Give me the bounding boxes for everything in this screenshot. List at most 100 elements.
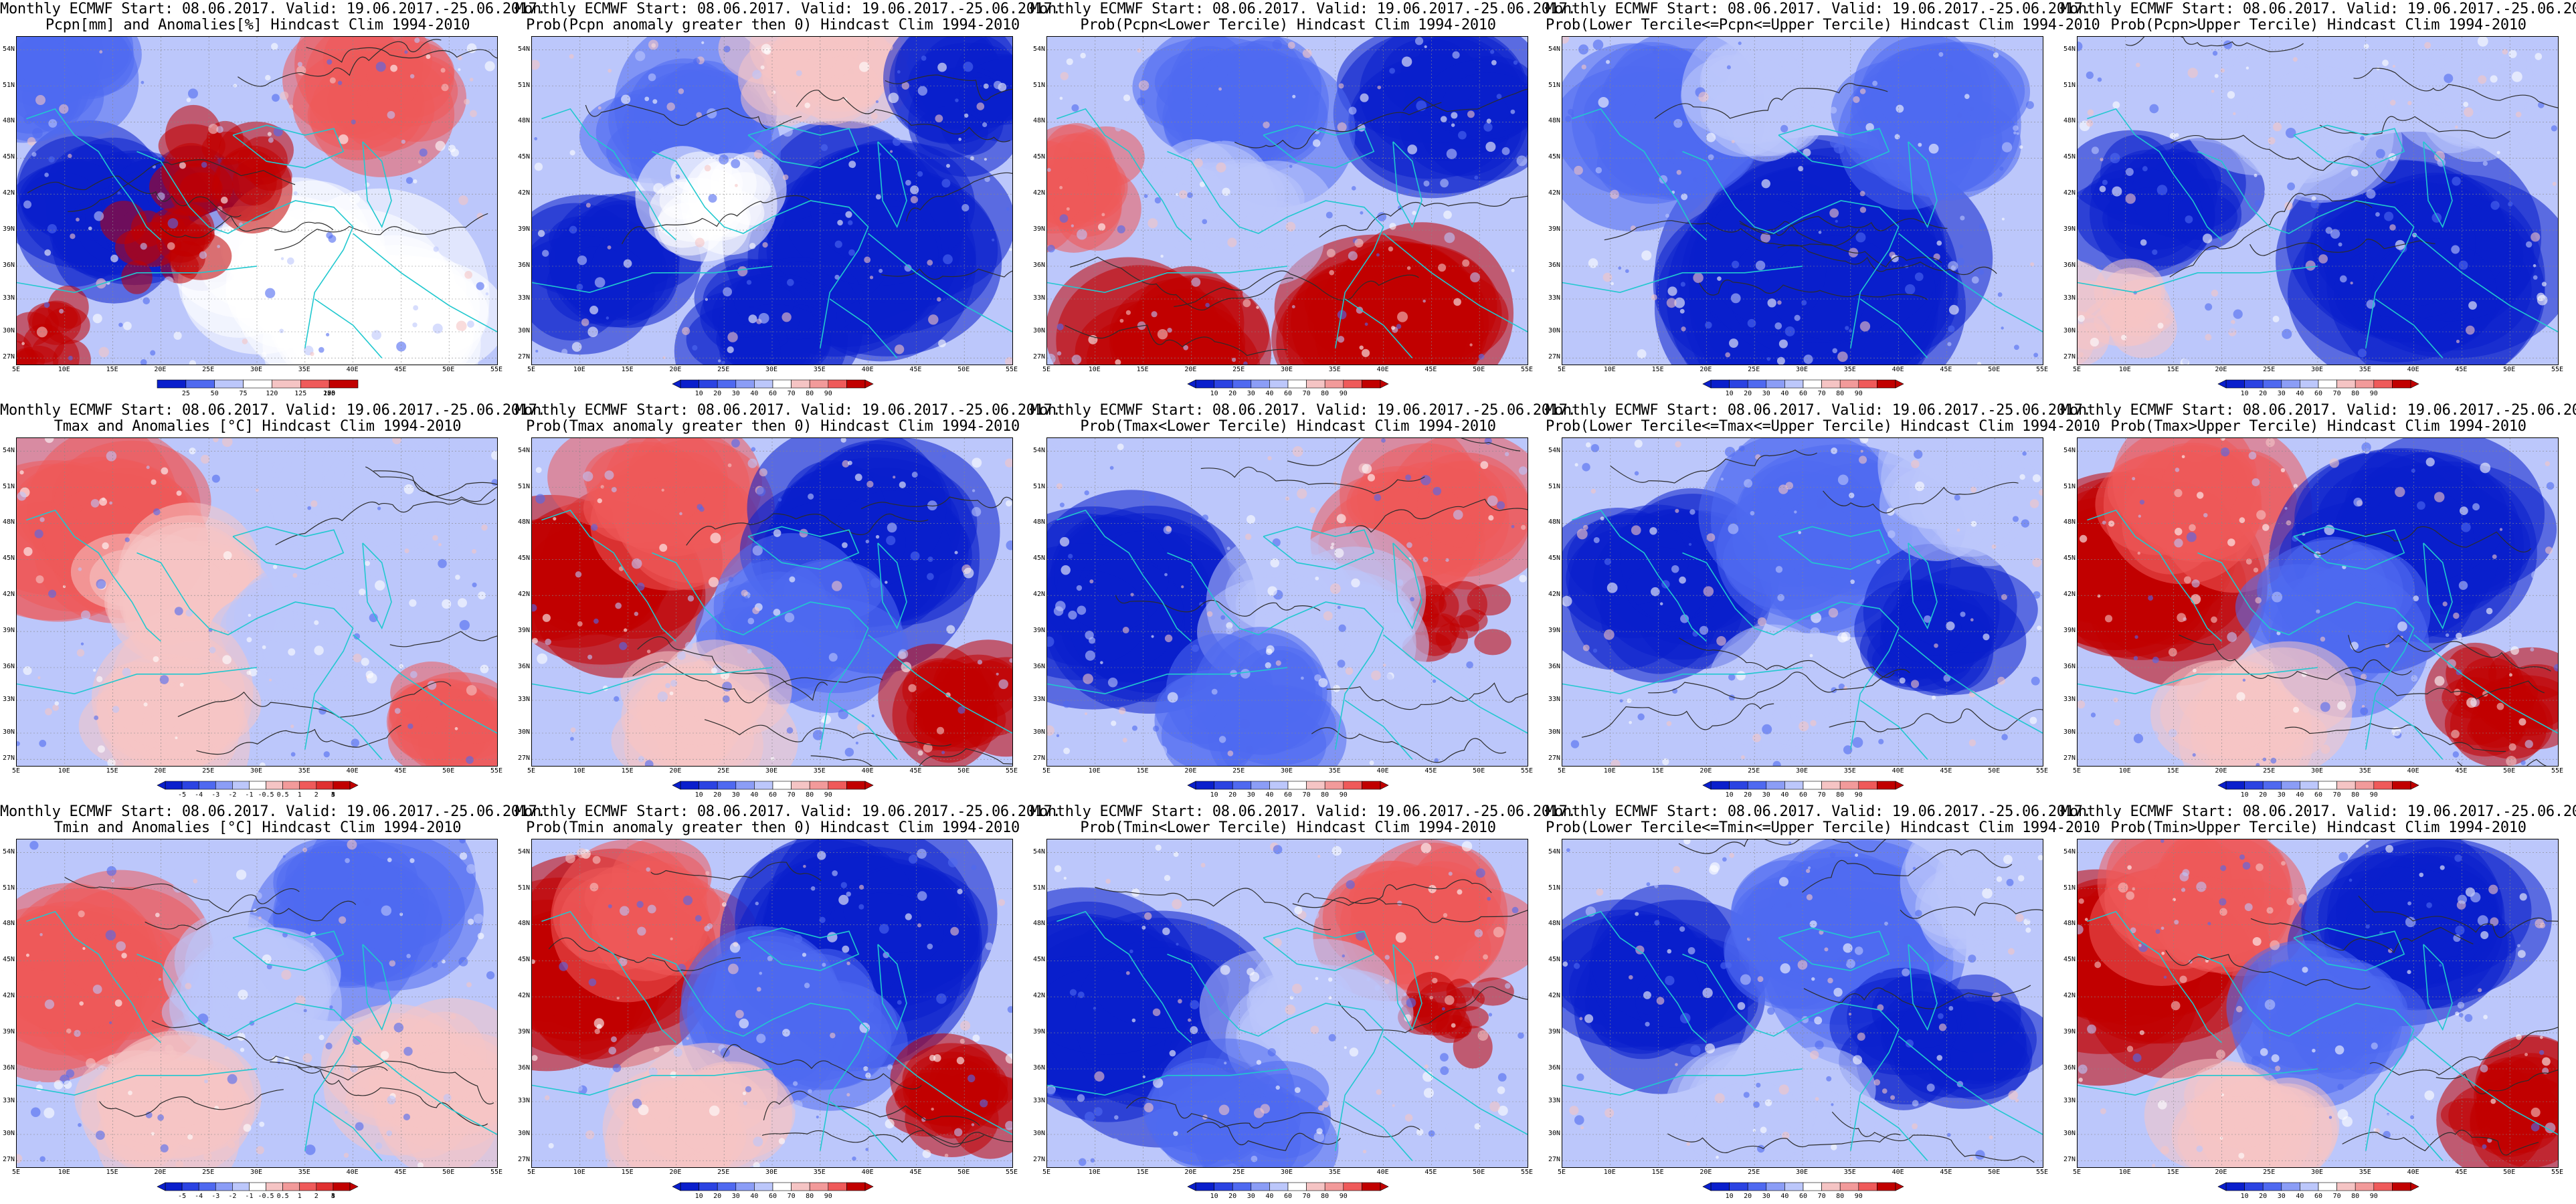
map-field (17, 438, 497, 766)
noise-speck (1945, 1157, 1949, 1161)
noise-speck (1337, 660, 1346, 668)
coastline (1802, 1003, 1900, 1151)
noise-speck (2397, 723, 2402, 728)
noise-speck (1253, 1108, 1265, 1118)
noise-speck (2001, 594, 2007, 601)
noise-speck (1093, 734, 1097, 738)
noise-speck (217, 245, 221, 248)
noise-speck (669, 691, 674, 696)
noise-speck (856, 1109, 860, 1114)
noise-speck (438, 542, 442, 546)
noise-speck (1316, 1128, 1323, 1134)
noise-speck (2510, 646, 2519, 656)
noise-speck (1807, 866, 1811, 870)
coastline (314, 700, 383, 760)
noise-speck (695, 915, 702, 922)
latitude-label: 33N (2063, 294, 2076, 302)
noise-speck (1675, 441, 1681, 447)
noise-speck (2003, 854, 2013, 864)
noise-speck (1724, 446, 1736, 458)
noise-speck (569, 150, 575, 156)
noise-speck (2392, 64, 2396, 68)
noise-speck (2455, 1011, 2460, 1016)
colorbar-tick-label: 60 (2314, 1193, 2323, 1200)
noise-speck (1313, 1039, 1322, 1048)
noise-speck (2360, 707, 2369, 716)
noise-speck (2407, 100, 2412, 106)
latitude-label: 42N (2, 591, 15, 599)
forecast-panel: Monthly ECMWF Start: 08.06.2017. Valid: … (515, 401, 1061, 803)
colorbar-tick-label: -4 (195, 791, 203, 799)
noise-speck (2338, 242, 2342, 247)
noise-speck (2029, 716, 2037, 724)
longitude-label: 40E (346, 366, 359, 373)
noise-speck (1364, 322, 1368, 326)
coastline (868, 1035, 1012, 1135)
triangle-arrow-icon (349, 1182, 359, 1191)
longitude-label: 10E (1088, 1169, 1101, 1176)
colorbar-tick-label: 90 (1854, 791, 1863, 799)
noise-speck (832, 581, 842, 591)
noise-speck (2112, 186, 2122, 197)
noise-speck (537, 229, 545, 237)
colorbar-swatch (1729, 1182, 1748, 1191)
noise-speck (1491, 60, 1497, 66)
colorbar-swatch (828, 379, 847, 389)
noise-speck (858, 884, 864, 890)
noise-speck (1194, 158, 1203, 168)
noise-speck (2389, 100, 2396, 106)
noise-speck (1071, 224, 1074, 227)
noise-speck (731, 159, 741, 169)
noise-speck (1131, 888, 1140, 897)
contour-line (906, 172, 1012, 222)
contour-line (810, 748, 1012, 766)
noise-speck (2520, 760, 2526, 765)
colorbar-tick-label: 60 (768, 791, 777, 799)
noise-speck (1924, 615, 1932, 623)
map-area (2077, 437, 2559, 767)
noise-speck (2183, 576, 2191, 584)
noise-speck (2378, 1013, 2389, 1024)
noise-speck (782, 1029, 790, 1037)
noise-speck (638, 1104, 649, 1116)
noise-speck (1178, 999, 1182, 1004)
contour-line (796, 90, 1010, 142)
longitude-label: 40E (861, 1169, 874, 1176)
colorbar-tick-label: 40 (1780, 791, 1789, 799)
noise-speck (1311, 911, 1319, 919)
noise-speck (1752, 733, 1761, 742)
noise-speck (2242, 678, 2246, 682)
latitude-label: 33N (1548, 696, 1560, 703)
noise-speck (1384, 673, 1393, 683)
noise-speck (433, 246, 439, 252)
noise-speck (1837, 351, 1848, 362)
latitude-label: 54N (1548, 45, 1560, 53)
noise-speck (778, 1138, 786, 1144)
noise-speck (486, 971, 495, 980)
noise-speck (98, 346, 109, 358)
noise-speck (123, 761, 130, 766)
coastline (2375, 700, 2444, 760)
latitude-label: 39N (2, 627, 15, 635)
noise-speck (1412, 211, 1416, 215)
noise-speck (1292, 446, 1303, 457)
longitude-label: 50E (957, 1169, 970, 1176)
noise-speck (2454, 854, 2462, 862)
noise-speck (2138, 514, 2141, 518)
panel-title: Monthly ECMWF Start: 08.06.2017. Valid: … (1546, 402, 2092, 419)
noise-speck (947, 858, 958, 868)
noise-speck (1782, 1131, 1790, 1140)
noise-speck (242, 338, 248, 344)
coastline (1572, 509, 1707, 642)
colorbar-swatch (2355, 1182, 2375, 1191)
noise-speck (392, 438, 401, 445)
noise-speck (846, 891, 851, 897)
noise-speck (2025, 927, 2031, 933)
noise-speck (2125, 168, 2134, 177)
colorbar-swatch (2392, 781, 2411, 790)
noise-speck (1956, 528, 1960, 532)
noise-speck (1602, 272, 1613, 282)
colorbar-swatch (1251, 781, 1270, 790)
noise-speck (941, 454, 946, 459)
colorbar-tick-label: 20 (713, 791, 722, 799)
